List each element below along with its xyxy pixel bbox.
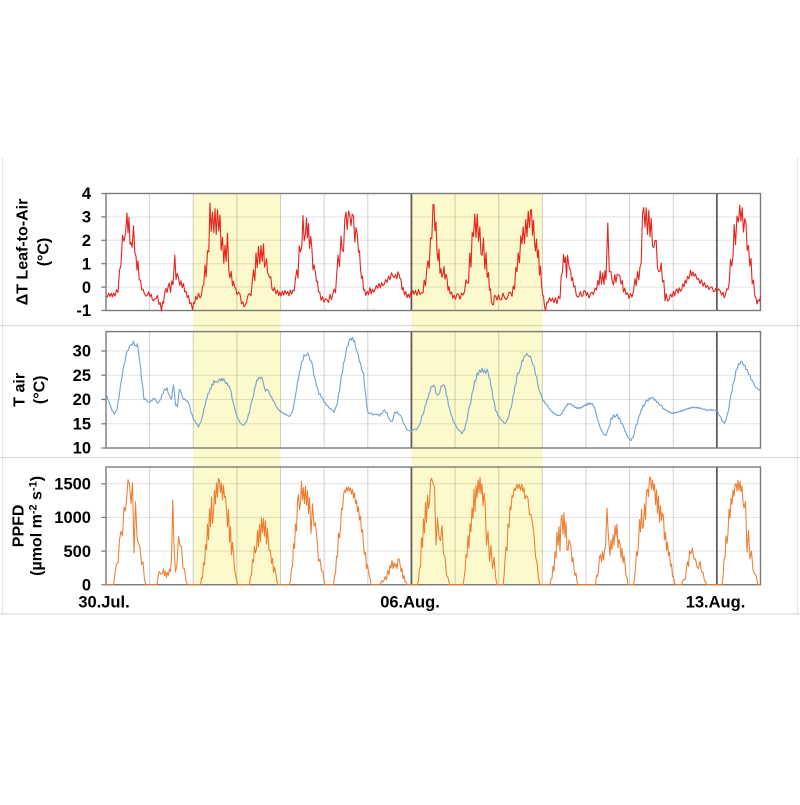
svg-text:3: 3 <box>82 209 91 227</box>
svg-text:15: 15 <box>73 415 91 433</box>
svg-text:30: 30 <box>73 343 91 361</box>
svg-text:0: 0 <box>82 576 91 594</box>
svg-text:ΔT Leaf-to-Air: ΔT Leaf-to-Air <box>15 199 32 306</box>
svg-text:06.Aug.: 06.Aug. <box>380 594 440 612</box>
svg-text:(µmol m-2 s-1): (µmol m-2 s-1) <box>28 476 46 576</box>
svg-text:500: 500 <box>63 543 91 561</box>
svg-text:-1: -1 <box>76 302 91 320</box>
svg-text:2: 2 <box>82 232 91 250</box>
svg-text:1000: 1000 <box>54 509 91 527</box>
svg-text:0: 0 <box>82 279 91 297</box>
svg-text:(°C): (°C) <box>32 375 49 404</box>
svg-text:10: 10 <box>73 440 91 458</box>
svg-text:4: 4 <box>82 185 92 203</box>
svg-text:13.Aug.: 13.Aug. <box>686 594 746 612</box>
svg-text:25: 25 <box>73 367 91 385</box>
svg-text:30.Jul.: 30.Jul. <box>78 594 129 612</box>
svg-text:(°C): (°C) <box>35 238 52 267</box>
svg-text:1: 1 <box>82 255 91 273</box>
svg-text:PPFD: PPFD <box>11 505 28 548</box>
svg-text:20: 20 <box>73 391 91 409</box>
svg-text:1500: 1500 <box>54 476 91 494</box>
svg-text:T air: T air <box>12 373 29 407</box>
